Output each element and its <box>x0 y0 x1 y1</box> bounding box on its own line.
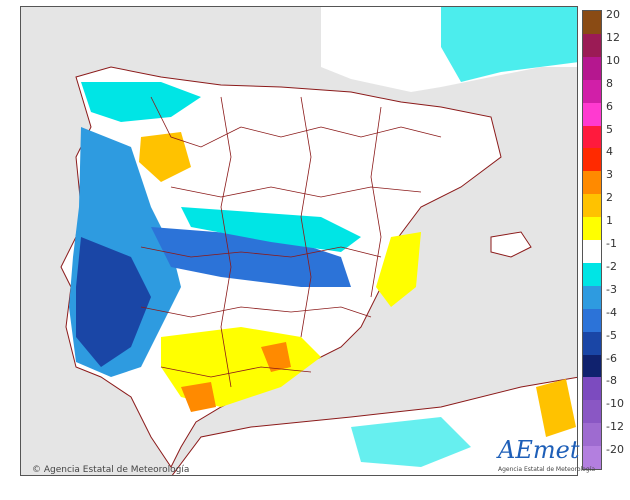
legend-tick-label: 6 <box>606 99 613 113</box>
central-cold-band <box>151 227 351 287</box>
legend-swatch <box>583 240 601 264</box>
legend-swatch <box>583 400 601 424</box>
legend-tick-label: 2 <box>606 191 613 205</box>
legend-swatch <box>583 11 601 35</box>
legend-tick-label: 20 <box>606 8 620 21</box>
legend-color-bar <box>582 10 602 470</box>
legend-tick-label: -12 <box>606 420 624 434</box>
legend-tick-label: -10 <box>606 397 624 411</box>
legend-tick-label: -8 <box>606 374 617 388</box>
credit-label: Agencia Estatal de Meteorología <box>43 465 190 475</box>
legend-tick-label: -6 <box>606 351 617 365</box>
central-cool-band <box>181 207 361 252</box>
north-africa-cool <box>351 417 471 467</box>
aemet-logo: AEmet Agencia Estatal de Meteorología <box>498 436 595 476</box>
legend-swatch <box>583 354 601 378</box>
province-borders <box>140 96 442 388</box>
logo-brand: AEmet <box>498 436 580 464</box>
france-cold-patch <box>441 7 577 82</box>
legend-swatch <box>583 262 601 287</box>
legend-tick-label: -5 <box>606 328 617 342</box>
east-warm-patch <box>376 232 421 307</box>
legend-swatch <box>583 194 601 218</box>
map-svg <box>21 7 577 475</box>
legend-tick-label: 12 <box>606 30 620 44</box>
legend-tick-label: 5 <box>606 122 613 136</box>
legend-swatch <box>583 125 601 149</box>
north-africa-warm <box>536 379 576 437</box>
legend-swatch <box>583 285 601 310</box>
legend-swatch <box>583 79 601 104</box>
legend-tick-label: -2 <box>606 259 617 273</box>
legend-swatch <box>583 171 601 195</box>
balearic-islands <box>490 231 532 258</box>
legend-tick-label: 1 <box>606 214 613 228</box>
legend-tick-label: 3 <box>606 168 613 182</box>
logo-subtitle: Agencia Estatal de Meteorología <box>498 466 595 473</box>
legend-swatch <box>583 33 601 58</box>
credit-text: © Agencia Estatal de Meteorología <box>32 465 189 475</box>
legend-swatch <box>583 377 601 401</box>
southwest-hot-spot <box>181 382 216 412</box>
legend-swatch <box>583 102 601 126</box>
legend-swatch <box>583 446 601 470</box>
copyright-icon: © <box>32 465 41 475</box>
legend-swatch <box>583 308 601 333</box>
legend-tick-label: -3 <box>606 282 617 296</box>
temperature-anomaly-map <box>20 6 578 476</box>
legend-tick-label: -4 <box>606 305 617 319</box>
legend-swatch <box>583 423 601 447</box>
west-very-cold-area <box>76 237 151 367</box>
legend-tick-label: 10 <box>606 53 620 67</box>
legend-swatch <box>583 217 601 241</box>
north-warm-patch <box>139 132 191 182</box>
legend-swatch <box>583 331 601 355</box>
north-coast-cool <box>81 82 201 122</box>
legend-swatch <box>583 56 601 81</box>
legend-tick-label: -1 <box>606 237 617 250</box>
legend-tick-label: 8 <box>606 76 613 90</box>
legend-tick-label: 4 <box>606 145 613 159</box>
legend-tick-label: -20 <box>606 443 624 457</box>
legend-swatch <box>583 148 601 172</box>
south-hot-spot <box>261 342 291 372</box>
